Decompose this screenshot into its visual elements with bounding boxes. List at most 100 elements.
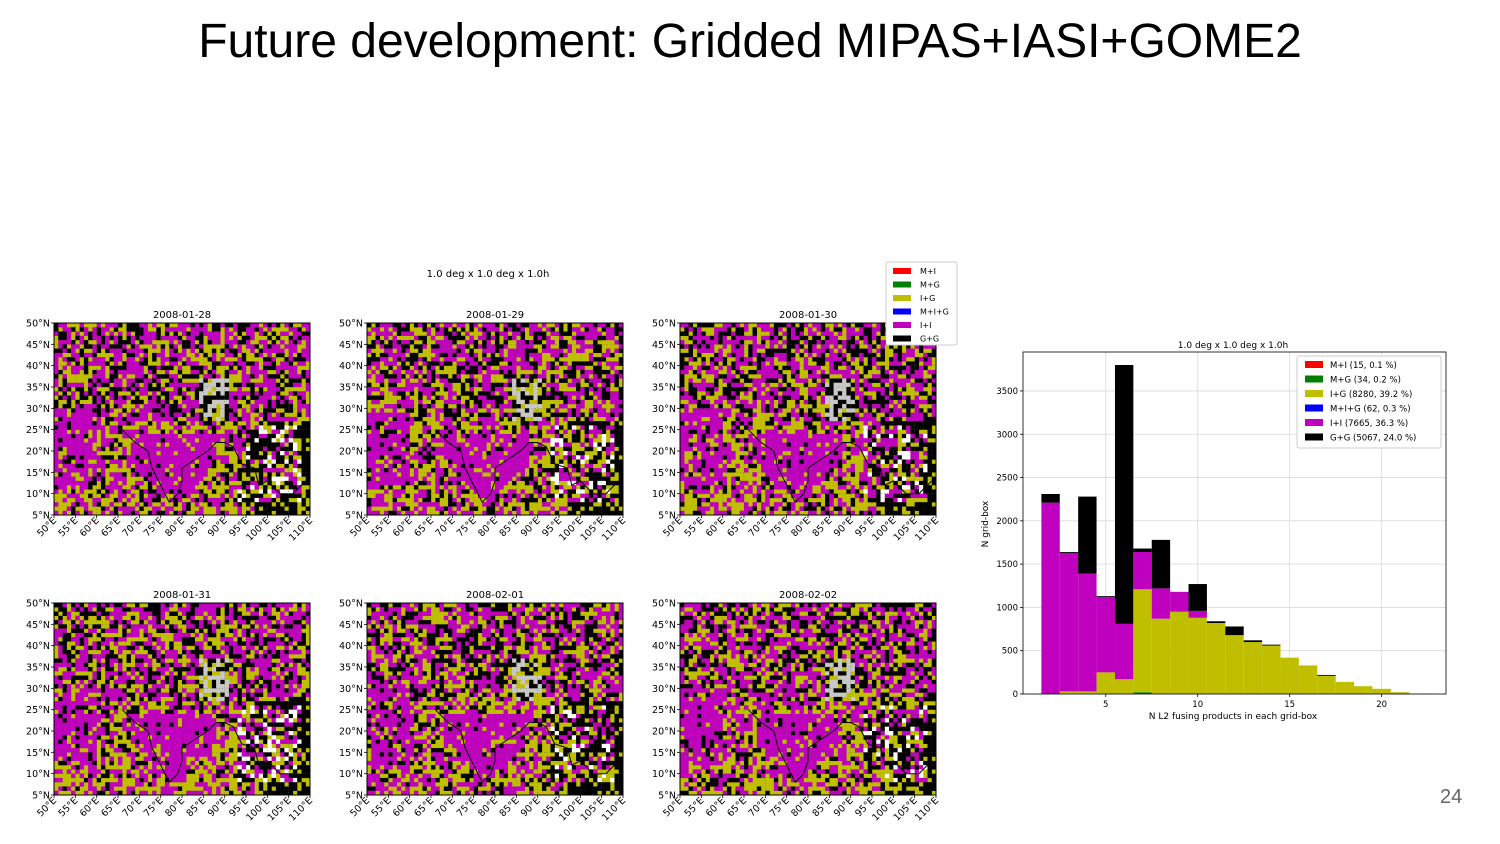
map-cell [812,335,817,341]
map-cell [520,459,526,464]
map-cell [722,395,728,400]
map-cell [186,502,191,507]
map-cell [610,331,615,336]
map-cell [246,327,251,332]
map-cell [79,433,85,439]
map-cell [443,408,449,413]
map-cell [850,412,856,418]
map-cell [250,459,255,464]
map-cell [782,348,787,354]
map-cell [820,327,826,332]
map-cell [597,323,602,328]
map-cell [169,459,174,464]
map-cell [550,395,555,400]
map-cell [495,395,500,400]
map-cell [465,463,470,469]
map-cell [482,365,487,371]
map-cell [486,340,491,345]
map-cell [859,382,864,388]
map-cell [829,395,834,400]
map-cell [392,408,398,413]
map-cell [537,352,543,358]
map-cell [829,433,834,439]
map-cell [83,365,89,371]
map-cell [435,387,440,392]
map-cell [448,480,453,486]
map-cell [829,331,834,336]
map-cell [66,387,72,392]
map-cell [135,502,140,507]
map-cell [614,391,619,396]
map-cell [571,335,577,341]
map-cell [177,497,183,503]
map-cell [709,387,715,392]
map-cell [554,408,560,413]
map-cell [431,365,436,371]
map-cell [503,391,508,396]
map-cell [435,344,440,349]
map-cell [241,340,247,345]
map-cell [605,378,611,383]
map-cell [614,327,619,332]
map-cell [233,502,238,507]
map-cell [499,395,504,400]
map-cell [584,497,590,503]
map-cell [597,455,602,460]
map-cell [605,506,611,511]
map-cell [96,344,102,349]
map-cell [507,446,513,452]
map-cell [267,421,272,426]
map-cell [169,489,174,494]
map-cell [910,429,915,435]
map-cell [786,433,792,439]
map-cell [524,476,530,482]
map-cell [705,323,711,328]
lon-tick-label: 60°E [391,515,415,539]
map-cell [284,502,289,507]
map-cell [559,344,564,349]
map-cell [118,365,123,371]
map-cell [761,433,766,439]
map-cell [431,399,436,405]
map-cell [292,510,298,516]
map-cell [593,374,598,379]
map-cell [465,510,470,516]
map-cell [452,433,457,439]
map-cell [246,485,251,490]
map-cell [152,497,157,503]
map-cell [469,391,474,396]
lon-tick-label: 55°E [57,515,81,539]
map-cell [190,421,195,426]
map-cell [692,340,698,345]
map-cell [482,391,487,396]
map-cell [837,357,843,362]
map-cell [199,438,204,443]
map-cell [584,502,590,507]
map-cell [250,404,255,409]
map-cell [567,510,572,516]
map-cell [130,365,136,371]
map-cell [164,382,170,388]
map-cell [384,446,389,452]
map-cell [790,331,796,336]
map-cell [735,348,740,354]
map-cell [275,352,281,358]
map-cell [375,463,380,469]
map-cell [443,404,449,409]
map-cell [816,374,821,379]
map-cell [825,395,830,400]
map-cell [177,357,183,362]
map-cell [507,510,513,516]
map-cell [533,421,538,426]
map-cell [126,455,131,460]
map-cell [143,451,149,456]
map-cell [731,374,736,379]
map-cell [267,361,272,366]
map-cell [769,331,775,336]
map-cell [267,323,272,328]
map-cell [392,463,398,469]
map-cell [143,472,149,477]
map-cell [469,472,474,477]
map-cell [62,327,67,332]
map-cell [816,365,821,371]
